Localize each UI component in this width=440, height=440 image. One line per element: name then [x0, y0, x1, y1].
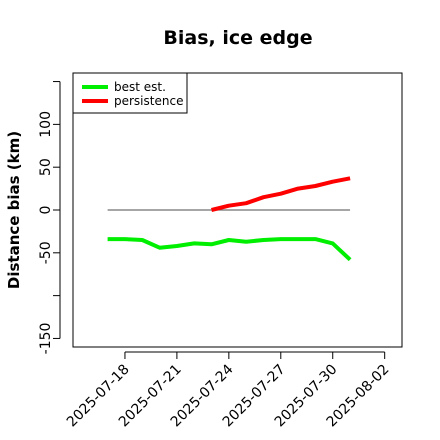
- chart-title: Bias, ice edge: [163, 27, 312, 49]
- y-axis-label: Distance bias (km): [5, 131, 23, 289]
- legend-label: best est.: [114, 80, 166, 94]
- legend-label: persistence: [114, 94, 183, 108]
- legend-box: [72, 72, 188, 114]
- y-tick-label: 0: [38, 206, 54, 215]
- legend: best est.persistence: [72, 72, 188, 114]
- y-tick-label: -50: [38, 241, 54, 264]
- y-tick-label: -150: [38, 323, 54, 355]
- series-line-persistence: [211, 176, 351, 212]
- plot-frame: [72, 72, 403, 348]
- series-line-best-est: [107, 237, 352, 262]
- y-tick-label: 100: [38, 111, 54, 138]
- y-tick-label: 50: [38, 158, 54, 176]
